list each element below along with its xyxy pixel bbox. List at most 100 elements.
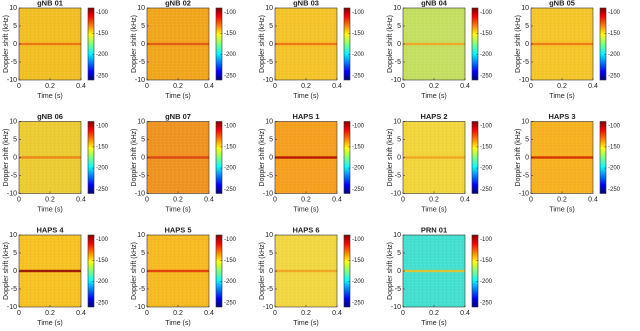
x-tick-label: 0.4 <box>332 310 342 317</box>
y-axis-label: Doppler shift (kHz) <box>3 242 10 300</box>
y-tick-label: -5 <box>139 286 145 293</box>
colorbar-tick-label: -150 <box>352 31 365 37</box>
colorbar <box>87 121 95 194</box>
y-tick-label: 0 <box>141 268 145 275</box>
x-tick-label: 0.2 <box>301 196 311 203</box>
y-axis-label: Doppler shift (kHz) <box>259 15 266 73</box>
doppler-band <box>147 156 209 159</box>
y-tick-label: 10 <box>9 118 17 125</box>
x-tick-label: 0.4 <box>204 310 214 317</box>
colorbar-tick-label: -150 <box>96 31 109 37</box>
x-axis-label: Time (s) <box>293 206 318 213</box>
x-tick-label: 0.2 <box>45 83 55 90</box>
x-tick-label: 0.4 <box>332 83 342 90</box>
y-tick-label: 10 <box>137 5 145 12</box>
x-tick-label: 0.4 <box>204 83 214 90</box>
colorbar <box>599 7 607 81</box>
x-tick-label: 0 <box>17 310 21 317</box>
y-tick-label: 5 <box>13 250 17 257</box>
y-axis-label: Doppler shift (kHz) <box>3 15 10 73</box>
y-tick-label: 10 <box>521 118 529 125</box>
panel-title: gNB 05 <box>549 0 575 7</box>
panel-title: PRN 01 <box>421 225 447 234</box>
colorbar-tick-label: -150 <box>352 258 365 264</box>
y-tick-label: 10 <box>265 118 273 125</box>
colorbar-tick-label: -200 <box>224 279 237 285</box>
colorbar-tick-label: -250 <box>352 187 365 193</box>
x-tick-label: 0 <box>17 83 21 90</box>
colorbar-tick-label: -200 <box>96 166 109 172</box>
y-tick-label: -5 <box>267 286 273 293</box>
y-tick-label: 0 <box>269 41 273 48</box>
x-axis-label: Time (s) <box>165 320 190 327</box>
doppler-band <box>275 156 337 159</box>
x-tick-label: 0.2 <box>173 196 183 203</box>
y-tick-label: 10 <box>137 232 145 239</box>
colorbar-tick-label: -150 <box>480 144 493 150</box>
x-tick-label: 0.2 <box>173 83 183 90</box>
x-tick-label: 0.4 <box>588 83 598 90</box>
x-tick-label: 0.4 <box>76 310 86 317</box>
doppler-band <box>531 156 593 159</box>
y-tick-label: 5 <box>269 23 273 30</box>
y-tick-label: 10 <box>265 232 273 239</box>
colorbar-tick-label: -100 <box>352 237 365 243</box>
x-tick-label: 0 <box>17 196 21 203</box>
y-tick-label: 0 <box>397 154 401 161</box>
y-axis-label: Doppler shift (kHz) <box>515 15 522 73</box>
panel-title: gNB 07 <box>165 112 191 121</box>
y-tick-label: -5 <box>395 286 401 293</box>
y-tick-label: -10 <box>7 190 17 197</box>
y-tick-label: 0 <box>269 268 273 275</box>
colorbar <box>471 7 479 81</box>
y-tick-label: 0 <box>269 154 273 161</box>
colorbar-tick-label: -100 <box>96 237 109 243</box>
colorbar-tick-label: -200 <box>96 279 109 285</box>
colorbar <box>87 234 95 308</box>
y-axis-label: Doppler shift (kHz) <box>131 242 138 300</box>
x-tick-label: 0 <box>401 83 405 90</box>
x-tick-label: 0.2 <box>557 196 567 203</box>
colorbar-tick-label: -100 <box>352 123 365 129</box>
colorbar-tick-label: -150 <box>480 31 493 37</box>
y-tick-label: 0 <box>141 154 145 161</box>
colorbar-tick-label: -200 <box>352 52 365 58</box>
y-tick-label: 0 <box>525 41 529 48</box>
y-tick-label: -5 <box>267 172 273 179</box>
colorbar-tick-label: -150 <box>608 144 621 150</box>
y-tick-label: 5 <box>525 136 529 143</box>
colorbar <box>343 121 351 194</box>
y-tick-label: 5 <box>13 136 17 143</box>
colorbar <box>343 234 351 308</box>
colorbar-tick-label: -100 <box>224 237 237 243</box>
colorbar-tick-label: -100 <box>96 123 109 129</box>
colorbar-tick-label: -250 <box>224 187 237 193</box>
y-tick-label: -5 <box>139 172 145 179</box>
colorbar-tick-label: -250 <box>224 73 237 79</box>
x-tick-label: 0.2 <box>45 196 55 203</box>
colorbar-tick-label: -250 <box>480 73 493 79</box>
panel-title: HAPS 4 <box>36 225 64 234</box>
colorbar-tick-label: -150 <box>608 31 621 37</box>
y-axis-label: Doppler shift (kHz) <box>259 129 266 187</box>
x-tick-label: 0.2 <box>173 310 183 317</box>
y-tick-label: -10 <box>7 304 17 311</box>
x-tick-label: 0.4 <box>204 196 214 203</box>
y-tick-label: -5 <box>523 59 529 66</box>
colorbar <box>215 234 223 308</box>
colorbar-tick-label: -200 <box>480 166 493 172</box>
colorbar <box>599 121 607 194</box>
y-axis-label: Doppler shift (kHz) <box>3 129 10 187</box>
y-tick-label: -10 <box>135 77 145 84</box>
x-tick-label: 0.4 <box>460 310 470 317</box>
colorbar-tick-label: -200 <box>224 52 237 58</box>
x-tick-label: 0.4 <box>76 196 86 203</box>
panel-title: gNB 06 <box>37 112 63 121</box>
x-tick-label: 0.4 <box>76 83 86 90</box>
y-tick-label: -10 <box>263 190 273 197</box>
y-tick-label: -5 <box>395 59 401 66</box>
x-tick-label: 0.2 <box>45 310 55 317</box>
y-tick-label: 5 <box>141 250 145 257</box>
colorbar-tick-label: -200 <box>96 52 109 58</box>
colorbar-tick-label: -100 <box>480 123 493 129</box>
